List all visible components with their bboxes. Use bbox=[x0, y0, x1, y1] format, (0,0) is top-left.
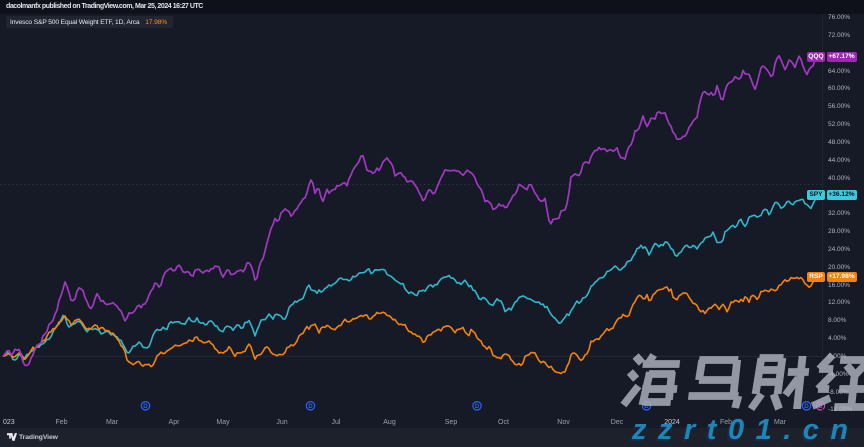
svg-text:D: D bbox=[475, 403, 480, 410]
svg-text:D: D bbox=[804, 403, 809, 410]
svg-text:D: D bbox=[143, 403, 148, 410]
svg-text:D: D bbox=[818, 403, 823, 410]
svg-text:D: D bbox=[644, 403, 649, 410]
svg-text:D: D bbox=[308, 403, 313, 410]
